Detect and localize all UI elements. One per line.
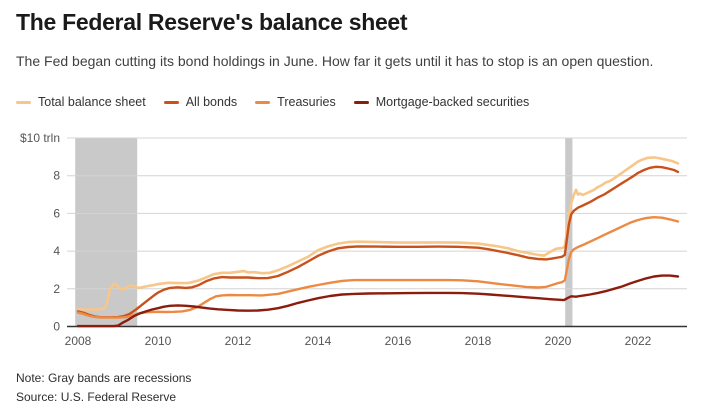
y-tick-label: 6 bbox=[53, 206, 60, 220]
legend-swatch-icon bbox=[16, 100, 31, 104]
y-tick-label: 4 bbox=[53, 244, 60, 258]
legend-swatch-icon bbox=[255, 100, 271, 104]
chart-legend: Total balance sheet All bonds Treasuries… bbox=[16, 95, 529, 109]
x-tick-label: 2014 bbox=[305, 334, 332, 348]
legend-item-total-balance-sheet: Total balance sheet bbox=[16, 95, 146, 109]
legend-item-mortgage-backed-securities: Mortgage-backed securities bbox=[353, 95, 530, 109]
series-line-treasuries bbox=[76, 215, 680, 319]
legend-swatch-icon bbox=[353, 100, 369, 104]
y-tick-label: 0 bbox=[53, 320, 60, 334]
x-tick-label: 2008 bbox=[65, 334, 92, 348]
legend-label: Mortgage-backed securities bbox=[375, 95, 530, 109]
chart-note: Note: Gray bands are recessions bbox=[16, 371, 192, 385]
page-title: The Federal Reserve's balance sheet bbox=[16, 9, 408, 35]
series-line-total-balance-sheet bbox=[76, 156, 680, 311]
chart-subtitle: The Fed began cutting its bond holdings … bbox=[16, 53, 654, 69]
legend-label: Treasuries bbox=[277, 95, 336, 109]
legend-label: Total balance sheet bbox=[38, 95, 146, 109]
legend-item-treasuries: Treasuries bbox=[255, 95, 336, 109]
x-tick-label: 2020 bbox=[545, 334, 572, 348]
series-line-mortgage-backed-securities bbox=[76, 274, 680, 328]
recession-band bbox=[75, 138, 138, 327]
chart-source: Source: U.S. Federal Reserve bbox=[16, 390, 177, 404]
x-tick-label: 2016 bbox=[385, 334, 412, 348]
legend-swatch-icon bbox=[163, 100, 179, 104]
x-tick-label: 2018 bbox=[465, 334, 492, 348]
y-tick-label: 2 bbox=[53, 282, 60, 296]
x-tick-label: 2010 bbox=[145, 334, 172, 348]
legend-item-all-bonds: All bonds bbox=[163, 95, 238, 109]
y-tick-label: 8 bbox=[53, 169, 60, 183]
x-tick-label: 2022 bbox=[625, 334, 652, 348]
x-tick-label: 2012 bbox=[225, 334, 252, 348]
legend-label: All bonds bbox=[185, 95, 238, 109]
series-line-all-bonds bbox=[76, 165, 680, 319]
y-tick-label: $10 trln bbox=[20, 131, 60, 145]
